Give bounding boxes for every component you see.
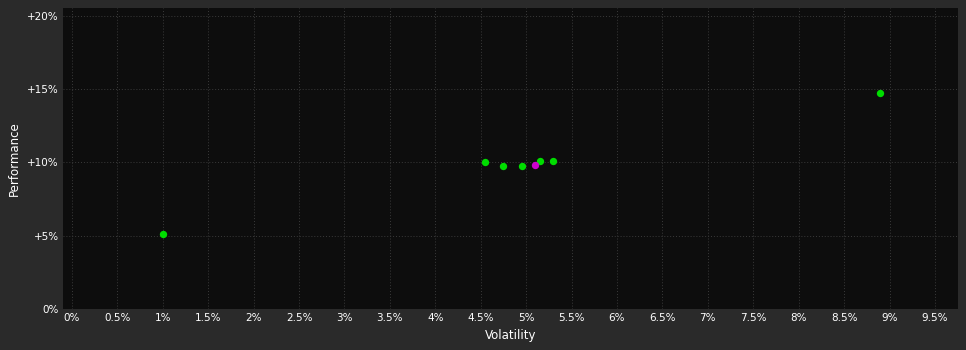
- X-axis label: Volatility: Volatility: [485, 329, 536, 342]
- Point: [514, 163, 529, 169]
- Point: [872, 91, 888, 96]
- Point: [546, 158, 561, 164]
- Point: [155, 231, 170, 237]
- Point: [532, 158, 548, 164]
- Point: [527, 162, 543, 168]
- Y-axis label: Performance: Performance: [9, 121, 21, 196]
- Point: [477, 159, 493, 164]
- Point: [496, 163, 511, 169]
